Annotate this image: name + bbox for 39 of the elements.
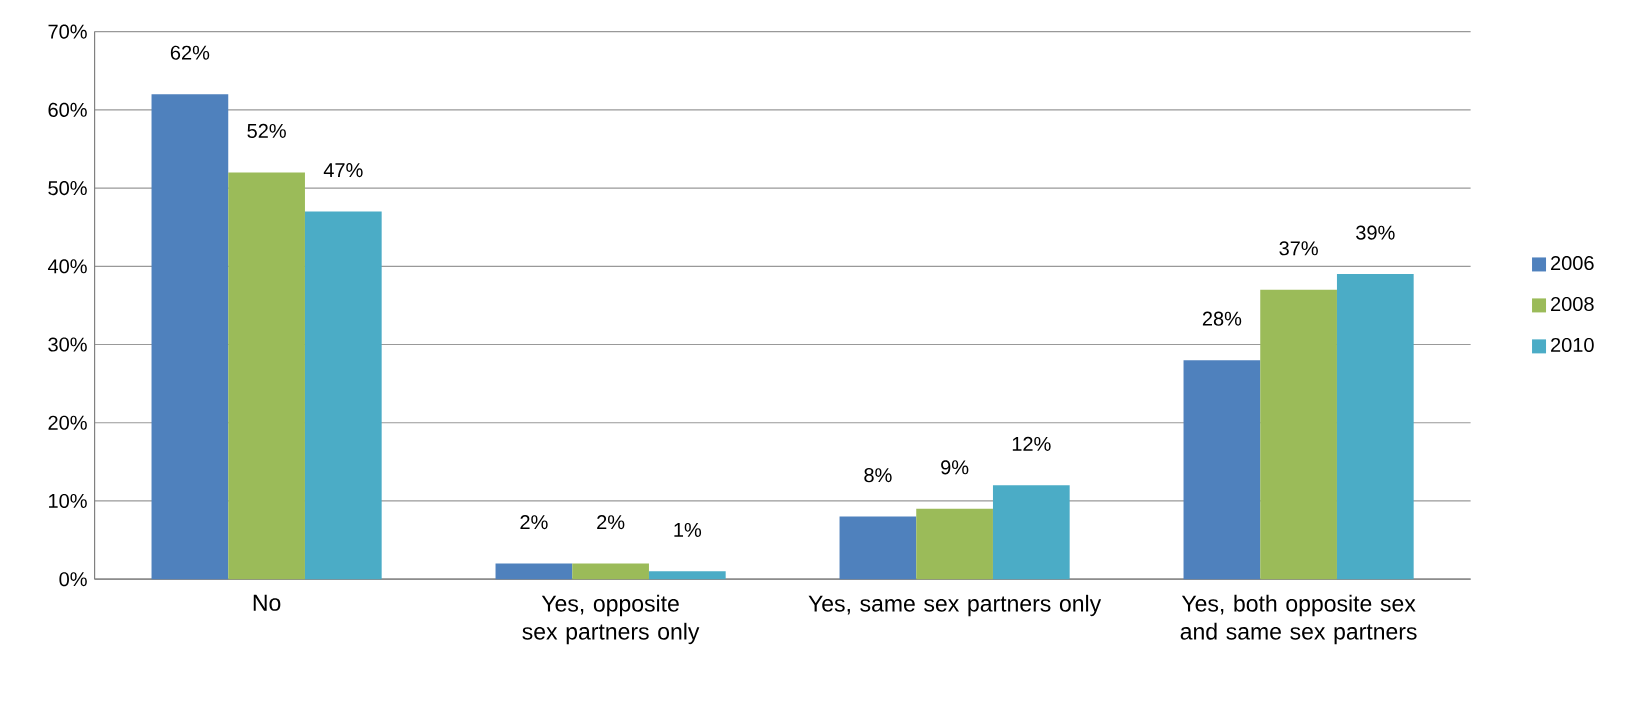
- data-label: 9%: [941, 460, 969, 475]
- bar: [992, 485, 1070, 580]
- y-tick-label: 50%: [48, 180, 87, 196]
- bar: [916, 508, 993, 580]
- bar: [151, 94, 229, 580]
- data-label: 1%: [674, 522, 702, 537]
- bar: [228, 172, 305, 580]
- data-label: 2%: [597, 515, 625, 530]
- data-label: 62%: [170, 45, 210, 60]
- y-tick-label: 10%: [49, 493, 87, 509]
- bar: [1260, 289, 1337, 580]
- data-label: 52%: [247, 123, 286, 139]
- data-label: 37%: [1279, 241, 1318, 256]
- x-tick-label: Yes, same sex partners only: [808, 594, 1102, 617]
- y-tick-label: 30%: [48, 337, 87, 352]
- data-label: 47%: [323, 163, 363, 178]
- x-tick-label: No: [253, 594, 281, 611]
- y-tick-label: 70%: [48, 24, 87, 39]
- y-tick-label: 0%: [59, 572, 87, 587]
- x-tick-label: Yes, both opposite sex and same sex partners: [1180, 594, 1417, 645]
- legend-label: 2010: [1551, 337, 1594, 353]
- y-tick-label: 60%: [48, 102, 87, 117]
- bar: [1183, 360, 1261, 580]
- bar: [304, 211, 382, 580]
- bar: [1336, 274, 1414, 580]
- data-label: 28%: [1202, 311, 1242, 326]
- data-label: 8%: [864, 468, 892, 483]
- bar: [572, 563, 649, 580]
- legend-label: 2008: [1551, 296, 1594, 312]
- bar: [839, 516, 917, 580]
- bar: [648, 571, 726, 580]
- x-tick-label: Yes, opposite sex partners only: [522, 594, 700, 645]
- data-label: 12%: [1012, 436, 1051, 451]
- data-label: 39%: [1356, 225, 1395, 240]
- data-label: 2%: [520, 515, 548, 530]
- bar: [495, 563, 573, 580]
- y-tick-label: 20%: [48, 415, 87, 430]
- legend-label: 2006: [1551, 255, 1594, 271]
- y-tick-label: 40%: [47, 259, 87, 274]
